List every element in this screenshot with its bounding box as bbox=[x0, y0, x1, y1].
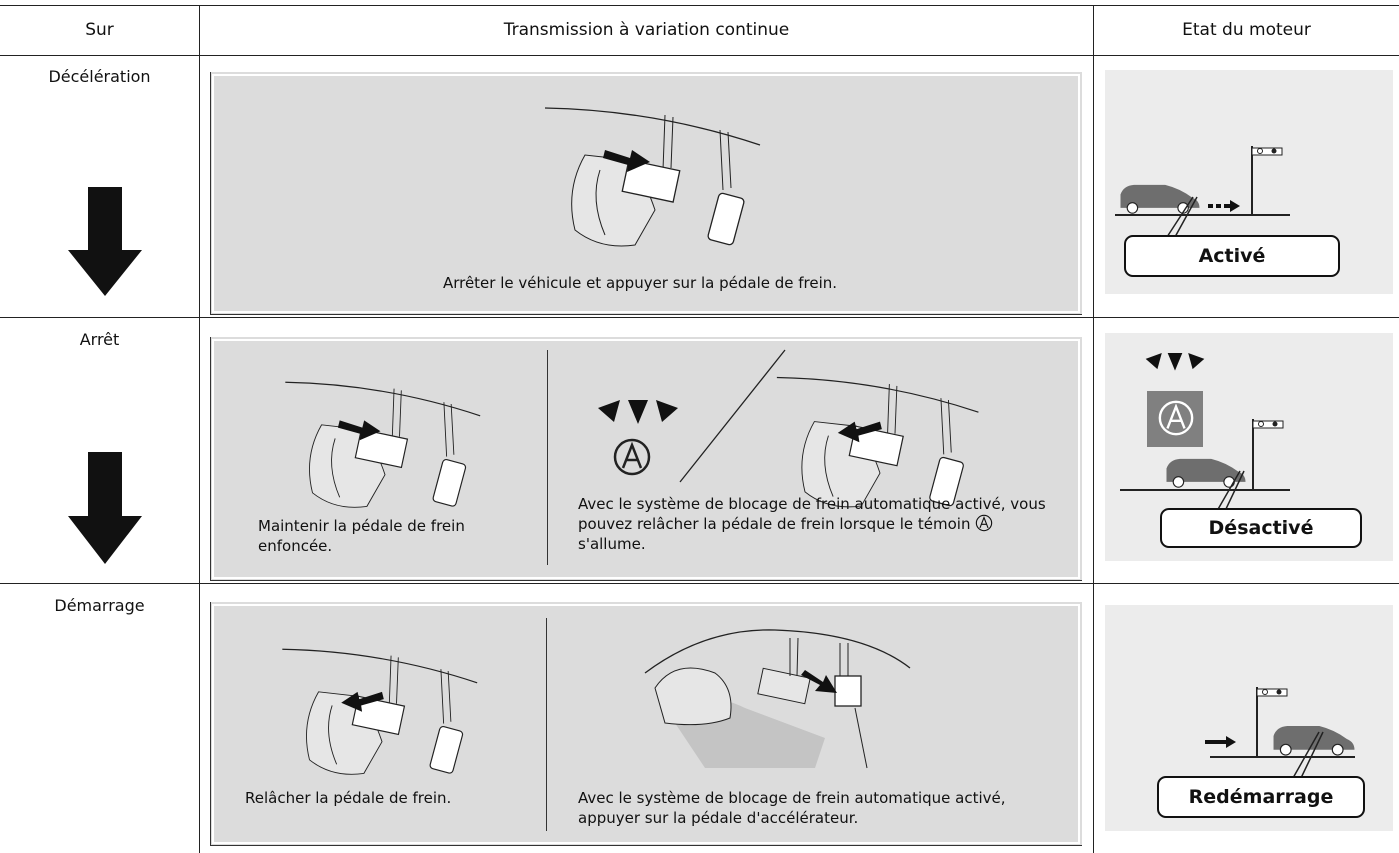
instruction: Avec le système de blocage de frein auto… bbox=[578, 789, 1006, 827]
a-icon bbox=[976, 514, 993, 532]
accelerator-illustration bbox=[644, 629, 911, 769]
state-illustration bbox=[1115, 145, 1290, 238]
arrows bbox=[68, 187, 142, 564]
rule bbox=[0, 317, 1399, 318]
instruction: Maintenir la pédale de frein enfoncée. bbox=[258, 517, 465, 555]
row-label: Arrêt bbox=[79, 330, 120, 349]
instruction: Avec le système de blocage de frein auto… bbox=[578, 494, 1058, 554]
rule bbox=[199, 5, 200, 853]
pedal-illustration bbox=[776, 376, 980, 508]
state-illustration bbox=[1120, 353, 1290, 512]
engine-state: Activé bbox=[1124, 235, 1340, 277]
row-label: Décélération bbox=[48, 67, 151, 86]
engine-state: Redémarrage bbox=[1157, 776, 1365, 818]
engine-state: Désactivé bbox=[1160, 508, 1362, 548]
instruction: Relâcher la pédale de frein. bbox=[245, 789, 452, 807]
separator bbox=[679, 349, 786, 483]
divider bbox=[547, 350, 548, 565]
column-header: Sur bbox=[85, 20, 114, 40]
rule bbox=[0, 5, 1399, 6]
divider bbox=[546, 618, 547, 831]
rule bbox=[0, 55, 1399, 56]
instruction-text: s'allume. bbox=[578, 535, 646, 553]
column-header: Transmission à variation continue bbox=[503, 20, 790, 40]
warning-icon bbox=[598, 400, 678, 476]
row-label: Démarrage bbox=[54, 596, 145, 615]
instruction: Arrêter le véhicule et appuyer sur la pé… bbox=[442, 274, 838, 292]
rule bbox=[0, 583, 1399, 584]
state-illustration bbox=[1205, 686, 1356, 779]
pedal-illustration bbox=[281, 648, 478, 775]
pedal-illustration bbox=[284, 381, 481, 508]
pedal-illustration bbox=[544, 107, 761, 247]
rule bbox=[1093, 5, 1094, 853]
column-header: Etat du moteur bbox=[1182, 20, 1311, 40]
instruction-text: Avec le système de blocage de frein auto… bbox=[578, 495, 1046, 533]
